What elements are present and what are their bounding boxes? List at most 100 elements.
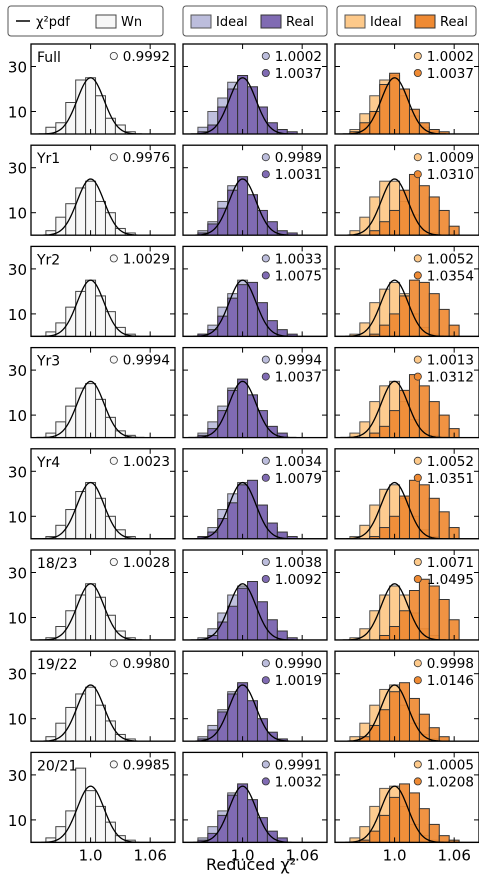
stat-marker: [413, 760, 422, 769]
stat-value-ideal-p: 1.0034: [275, 454, 322, 470]
stat-value-ideal-o: 1.0052: [427, 454, 474, 470]
panel-frame: [182, 448, 328, 540]
stat-value-wn: 0.9976: [123, 150, 170, 166]
hist-bar-wn: [104, 311, 116, 337]
hist-bar-real-p: [217, 315, 229, 337]
stat-value-wn: 0.9980: [123, 656, 170, 672]
legend-label: Wn: [121, 15, 142, 30]
x-tick-label: 1.06: [285, 846, 318, 864]
hist-bar-real-p: [256, 410, 268, 438]
stat-marker: [413, 575, 422, 584]
panel-row2-col1: 30 10 Yr1 0.9976: [8, 144, 176, 236]
panel-row6-col1: 30 10 18/23 1.0028: [8, 549, 176, 641]
stat-marker: [109, 52, 118, 61]
y-tick-label: 30: [8, 160, 27, 178]
stat-value-real-p: 1.0019: [275, 673, 322, 689]
y-tick-label: 30: [8, 59, 27, 77]
hist-bar-real-p: [207, 329, 219, 337]
hist-bar-wn: [95, 200, 106, 236]
stat-marker: [261, 473, 270, 482]
panel-frame: [334, 448, 479, 540]
stat-marker: [261, 575, 270, 584]
row-label: Yr1: [36, 151, 60, 167]
chi2-pdf-curve: [335, 77, 479, 134]
stat-value-wn: 0.9992: [123, 49, 170, 65]
panel-frame: [30, 245, 176, 338]
hist-bar-wn: [75, 693, 87, 742]
hist-bar-real-o: [379, 221, 391, 236]
panel-frame: [334, 549, 479, 641]
stat-value-ideal-p: 0.9991: [275, 757, 322, 773]
stat-marker: [413, 777, 422, 786]
hist-bar-real-p: [256, 302, 268, 337]
hist-bar-real-o: [369, 830, 381, 843]
panel-frame: [30, 549, 176, 641]
hist-bar-real-p: [237, 682, 249, 742]
hist-bar-wn: [75, 594, 87, 640]
panel-row8-col1: 30 10 20/21 0.9985: [8, 751, 176, 844]
legend-label: χ²pdf: [36, 15, 70, 30]
y-tick-label: 10: [8, 711, 27, 729]
x-tick-label: 1.0: [79, 846, 103, 864]
hist-bar-ideal-o: [369, 302, 381, 337]
hist-bar-real-p: [266, 221, 278, 236]
hist-bar-real-p: [286, 536, 298, 539]
hist-bar-wn: [85, 180, 97, 236]
hist-bar-wn: [65, 306, 77, 337]
hist-bar-real-o: [408, 173, 420, 236]
stat-marker: [413, 456, 422, 465]
hist-bar-wn: [95, 704, 106, 742]
hist-bar-real-o: [448, 619, 460, 640]
hist-bar-ideal-o: [369, 504, 381, 539]
stat-value-ideal-p: 1.0002: [275, 49, 322, 65]
panel-frame: [334, 346, 479, 439]
hist-bar-real-o: [369, 432, 381, 438]
stat-marker: [413, 659, 422, 668]
hist-bar-real-p: [247, 86, 258, 134]
hist-bar-real-p: [217, 518, 229, 539]
hist-bar-real-p: [266, 830, 278, 843]
chi2-pdf-curve: [335, 481, 479, 539]
y-tick-label: 30: [8, 767, 27, 785]
stat-marker: [109, 355, 118, 364]
hist-bar-real-o: [428, 401, 440, 438]
y-tick-label: 30: [8, 463, 27, 481]
y-tick-label: 30: [8, 565, 27, 583]
stat-marker: [413, 355, 422, 364]
hist-bar-real-o: [408, 590, 420, 640]
panel-frame: [182, 650, 328, 742]
y-tick-label: 30: [8, 362, 27, 380]
legend-frame: [7, 5, 164, 37]
hist-bar-real-o: [438, 414, 450, 438]
stat-value-wn: 1.0029: [123, 251, 170, 267]
hist-bar-wn: [85, 583, 97, 640]
stat-value-real-o: 1.0354: [427, 268, 474, 284]
hist-bar-wn: [95, 95, 106, 134]
hist-bar-real-p: [256, 106, 268, 134]
hist-bar-wn: [104, 416, 116, 438]
hist-bar-real-o: [379, 324, 391, 337]
hist-bar-wn: [85, 77, 97, 134]
panel-row5-col1: 30 10 Yr4 1.0023: [8, 448, 176, 540]
legend-label: Real: [440, 15, 468, 30]
hist-bar-real-o: [399, 189, 410, 236]
y-tick-label: 10: [8, 812, 27, 830]
hist-bar-real-p: [247, 281, 258, 337]
stat-value-real-p: 1.0037: [275, 370, 322, 386]
panel-row4-col1: 30 10 Yr3 0.9994: [8, 346, 176, 439]
hist-bar-wn: [65, 610, 77, 640]
hist-bar-real-p: [247, 799, 258, 843]
panel-frame: [30, 43, 176, 135]
hist-bar-real-p: [237, 75, 249, 134]
panel-frame: [30, 346, 176, 439]
hist-bar-real-o: [438, 511, 450, 539]
hist-bar-real-o: [428, 293, 440, 337]
hist-bar-real-p: [237, 783, 249, 843]
hist-bar-real-p: [286, 637, 298, 640]
